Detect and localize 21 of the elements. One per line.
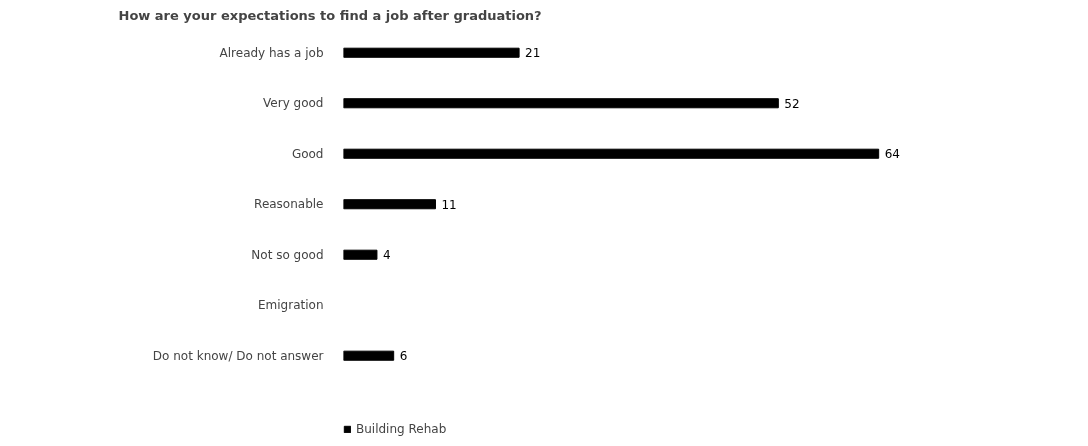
y-tick-label: Very good bbox=[263, 96, 324, 111]
y-tick-label: Already has a job bbox=[219, 45, 324, 60]
bar bbox=[343, 47, 520, 58]
data-label: 21 bbox=[525, 46, 541, 61]
bar bbox=[343, 98, 779, 109]
data-label: 52 bbox=[784, 96, 800, 111]
chart-title: How are your expectations to find a job after graduation? bbox=[118, 7, 542, 23]
data-label: 11 bbox=[441, 197, 457, 212]
data-label: 6 bbox=[399, 349, 408, 364]
bar bbox=[343, 199, 436, 210]
bar bbox=[343, 249, 378, 260]
y-tick-label: Reasonable bbox=[254, 197, 324, 212]
bar bbox=[343, 148, 880, 159]
data-label: 64 bbox=[884, 147, 900, 162]
y-tick-label: Do not know/ Do not answer bbox=[152, 348, 324, 363]
data-label: 4 bbox=[382, 248, 391, 263]
legend-label: Building Rehab bbox=[356, 422, 447, 436]
y-tick-label: Emigration bbox=[258, 298, 324, 313]
bar bbox=[343, 350, 395, 361]
y-tick-label: Good bbox=[291, 146, 324, 161]
y-tick-label: Not so good bbox=[251, 247, 324, 262]
